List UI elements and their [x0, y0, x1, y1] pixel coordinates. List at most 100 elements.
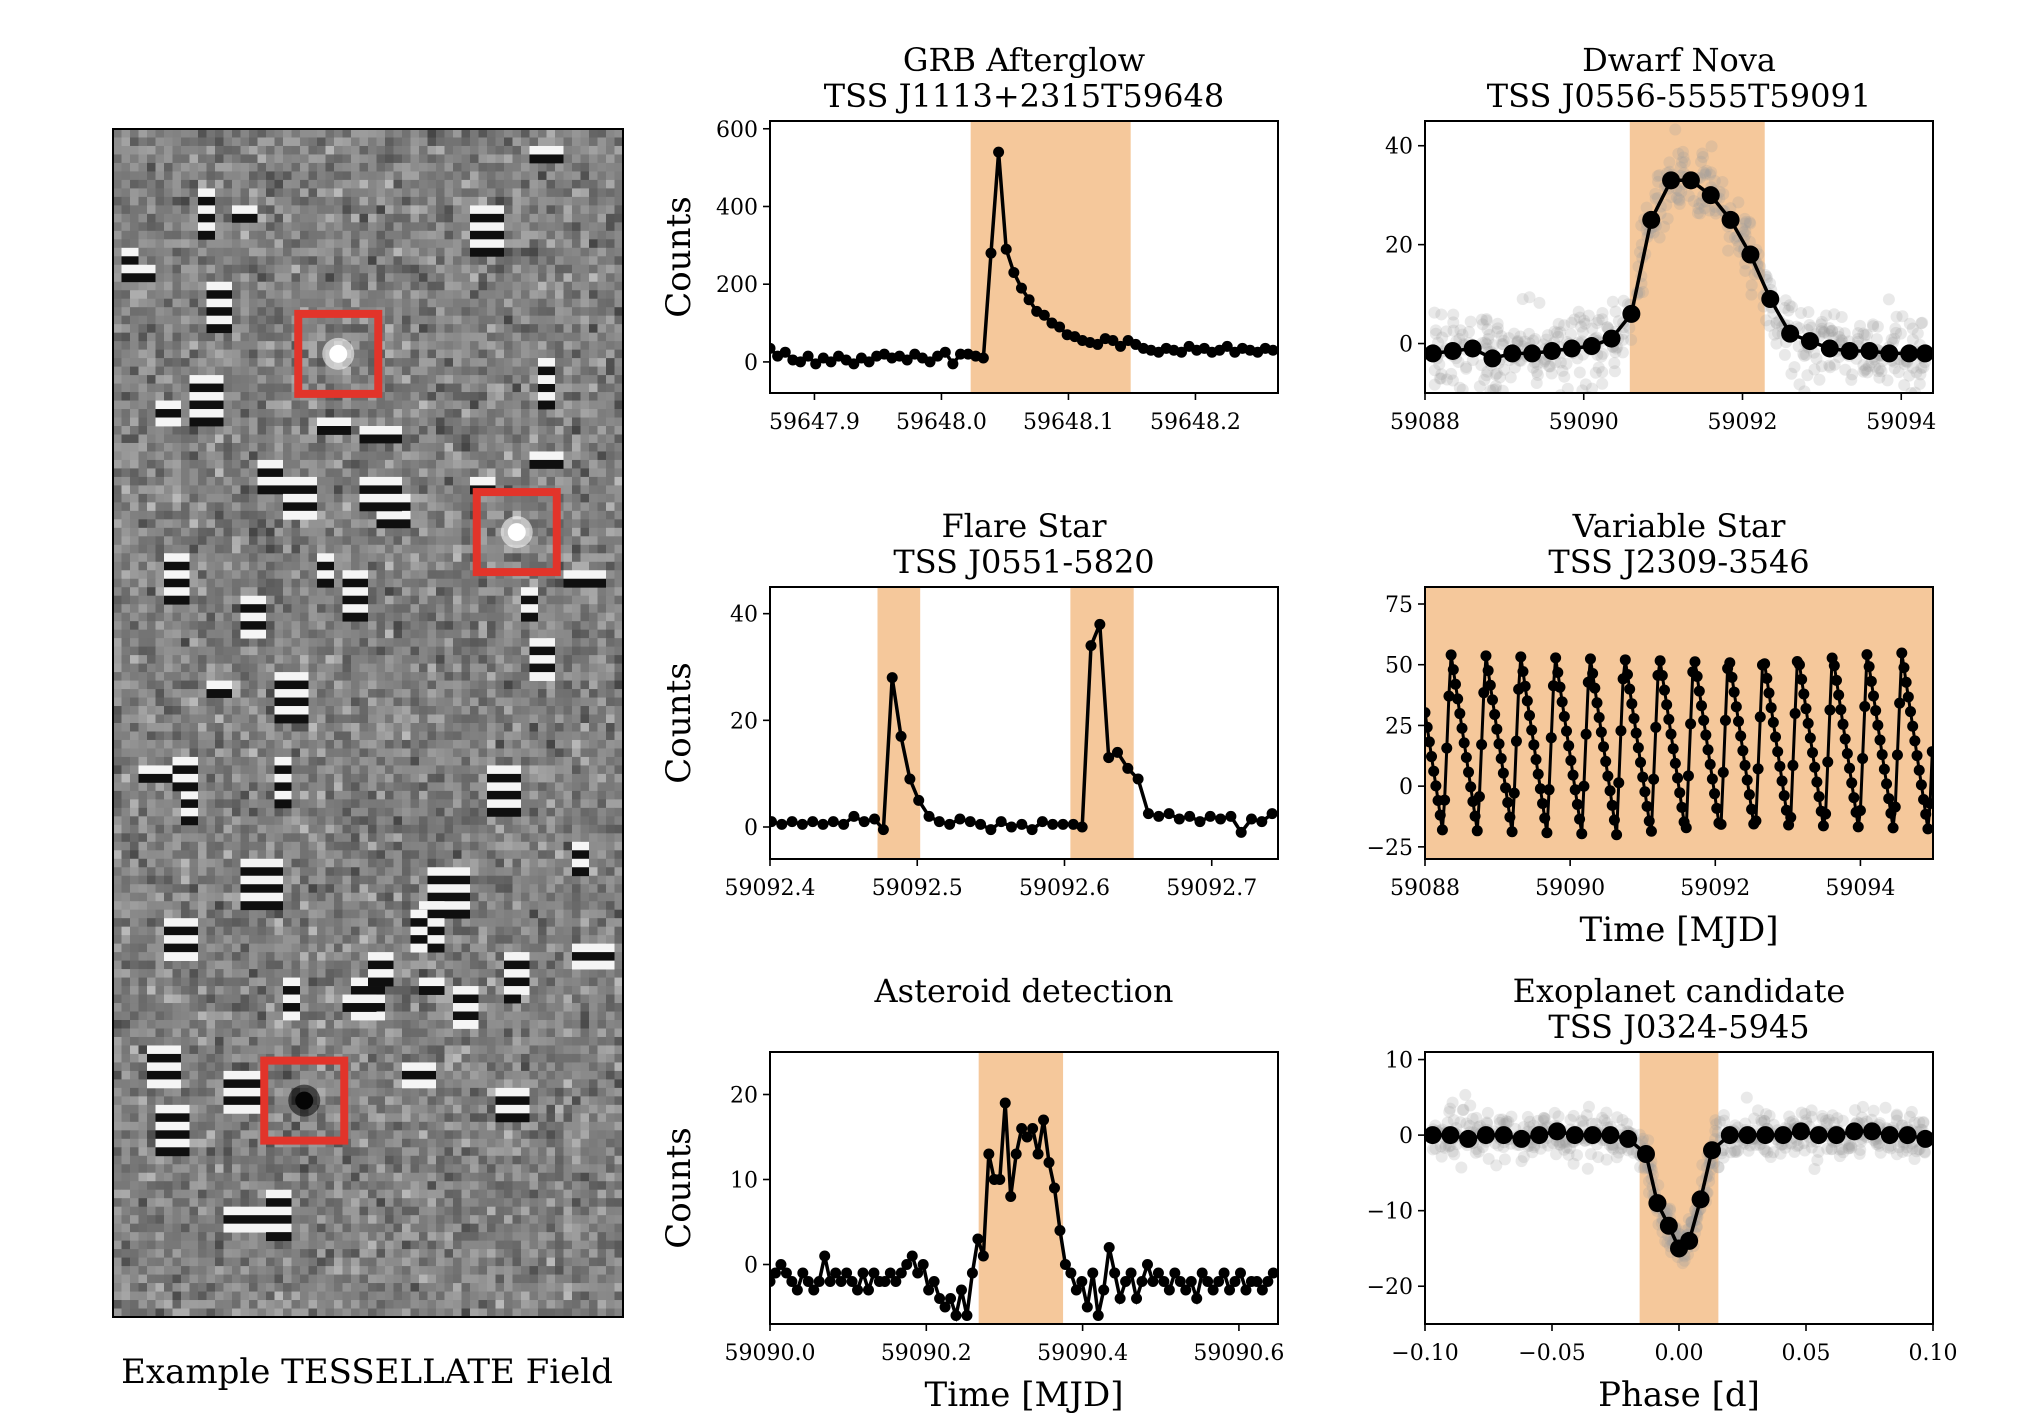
raw-point [1454, 1116, 1467, 1129]
raw-point [1429, 327, 1442, 340]
raw-point [1889, 322, 1902, 335]
data-point [1070, 1284, 1082, 1296]
raw-point [1530, 376, 1543, 389]
raw-point [1868, 360, 1881, 373]
raw-point [1480, 338, 1493, 351]
binned-point [1900, 344, 1919, 363]
raw-point [1435, 308, 1448, 321]
raw-point [1493, 1113, 1506, 1126]
data-point [1611, 829, 1623, 841]
raw-point [1508, 361, 1521, 374]
raw-point [1558, 319, 1571, 332]
raw-point [1538, 1112, 1551, 1125]
data-point [1554, 681, 1566, 693]
raw-point [1914, 368, 1927, 381]
x-tick-label: 59092 [1708, 410, 1778, 435]
raw-point [1466, 1112, 1479, 1125]
binned-point [1476, 1126, 1495, 1145]
raw-point [1517, 1150, 1530, 1163]
raw-point [1491, 322, 1504, 335]
data-point [858, 816, 870, 828]
raw-point [1862, 359, 1875, 372]
plot-area [1425, 587, 1933, 859]
data-point [1213, 1276, 1225, 1287]
raw-point [1723, 230, 1736, 243]
axes-frame [769, 1051, 1279, 1325]
raw-point [1567, 1157, 1580, 1170]
data-point [1891, 749, 1903, 761]
raw-point [1558, 370, 1571, 383]
plot-area [770, 1052, 1278, 1324]
data-point [780, 1267, 792, 1279]
raw-point [1785, 300, 1798, 313]
data-point [1785, 811, 1797, 823]
data-point [934, 1293, 946, 1304]
raw-point [1429, 324, 1442, 337]
data-point [1486, 694, 1498, 706]
raw-point [1563, 1142, 1576, 1155]
data-point [877, 824, 889, 836]
raw-point [1480, 313, 1493, 326]
data-point [1425, 736, 1435, 748]
data-point [1724, 657, 1736, 669]
data-point [1109, 1267, 1121, 1279]
raw-point [1577, 1115, 1590, 1128]
x-axis-label: Time [MJD] [925, 1375, 1124, 1415]
raw-point [1815, 315, 1828, 328]
raw-point [1738, 212, 1751, 225]
raw-point [1481, 1106, 1494, 1119]
raw-point [1843, 1142, 1856, 1155]
data-point [1789, 707, 1801, 719]
raw-point [1469, 1146, 1482, 1159]
data-point [1715, 818, 1727, 830]
raw-point [1823, 359, 1836, 372]
data-point [1425, 721, 1433, 733]
raw-point [1476, 318, 1489, 331]
data-point [786, 816, 798, 828]
raw-point [1636, 286, 1649, 299]
raw-point [1448, 1148, 1461, 1161]
data-point [1428, 765, 1440, 777]
data-point [1924, 798, 1933, 810]
data-point [1852, 821, 1864, 833]
binned-point [1756, 1126, 1775, 1145]
data-point [1682, 770, 1694, 782]
raw-point [1813, 373, 1826, 386]
data-point [1730, 701, 1742, 713]
raw-point [1533, 296, 1546, 309]
data-point [846, 1276, 858, 1287]
data-point [1131, 1293, 1143, 1304]
data-point [1861, 649, 1873, 661]
data-point [1669, 757, 1681, 769]
data-point [1846, 777, 1858, 789]
raw-point [1743, 216, 1756, 229]
data-point [1047, 818, 1059, 830]
data-point [1174, 1276, 1186, 1287]
data-point [1147, 1276, 1159, 1287]
binned-point [1809, 1126, 1828, 1145]
data-point [993, 146, 1005, 158]
data-point [1163, 808, 1175, 820]
data-point [1763, 687, 1775, 699]
binned-point [1761, 290, 1780, 309]
data-point [1016, 818, 1028, 830]
data-point [1587, 668, 1599, 679]
x-tick-label: 59094 [1825, 876, 1895, 901]
data-point [912, 1267, 924, 1279]
x-tick-label: 59094 [1866, 410, 1936, 435]
data-point [1495, 753, 1507, 765]
raw-point [1611, 1111, 1624, 1124]
raw-point [1857, 327, 1870, 340]
raw-point [1493, 1116, 1506, 1129]
raw-point [1537, 1111, 1550, 1124]
data-point [1800, 703, 1812, 715]
raw-point [1859, 364, 1872, 377]
raw-point [1716, 175, 1729, 188]
data-point [1802, 717, 1814, 729]
raw-point [1852, 327, 1865, 340]
raw-point [1489, 368, 1502, 381]
data-point [802, 350, 814, 362]
data-point [1552, 667, 1564, 679]
raw-point [1455, 1161, 1468, 1174]
raw-point [1484, 384, 1497, 393]
